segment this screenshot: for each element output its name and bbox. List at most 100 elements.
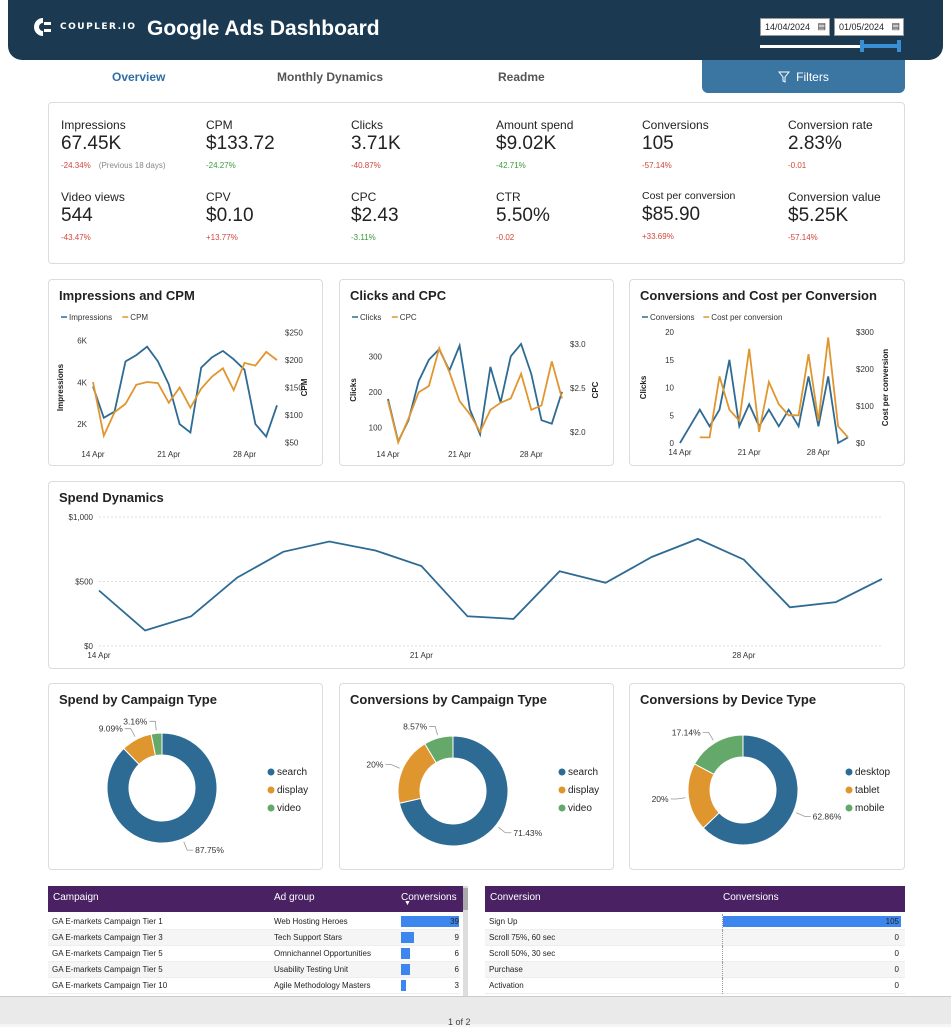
y-axis-title: Impressions [56, 363, 65, 411]
donut-slice-video[interactable] [424, 735, 454, 764]
y-tick-label: 15 [665, 356, 674, 365]
cell-conversions: 0 [894, 933, 899, 942]
kpi-label: CPV [206, 190, 231, 204]
donut-slice-search[interactable] [106, 732, 218, 844]
cell-ad-group: Agile Methodology Masters [274, 981, 371, 990]
column-header-campaign[interactable]: Campaign [53, 892, 99, 903]
spend-campaign-type-card: Spend by Campaign Type 87.75% 9.09% 3.16% s… [48, 683, 323, 870]
legend-dot [845, 804, 853, 812]
y-tick-label: 10 [665, 384, 674, 393]
slider-end-handle[interactable] [897, 40, 901, 52]
donut-slice-mobile[interactable] [693, 734, 744, 776]
column-header-conversions[interactable]: Conversions [401, 892, 457, 903]
kpi-delta-value: -43.47% [61, 233, 91, 242]
donut-slice-desktop[interactable] [702, 734, 799, 846]
y2-tick-label: $2.5 [570, 384, 586, 393]
cell-conversion: Scroll 50%, 30 sec [489, 949, 556, 958]
x-tick-label: 21 Apr [157, 450, 180, 459]
cell-conversions: 39 [450, 917, 459, 926]
date-start-input[interactable]: 14/04/2024 ▤ [760, 18, 830, 36]
impressions-cpm-card: Impressions and CPM Impressions CPM 2K 4K 6K… [48, 279, 323, 466]
kpi-delta: +13.77% [206, 233, 254, 242]
kpi-label: CPC [351, 190, 377, 204]
legend-dot [845, 768, 853, 776]
legend-label: CPM [130, 313, 148, 322]
table-row[interactable]: GA E-markets Campaign Tier 5 Usability Te… [48, 962, 460, 978]
slice-leader-line [702, 732, 714, 741]
kpi-item: Cost per conversion $85.90 +33.69% [642, 190, 735, 241]
legend-label: mobile [855, 803, 885, 814]
header-bar: COUPLER.IO Google Ads Dashboard 14/04/20… [8, 0, 943, 60]
cell-conversions: 3 [454, 981, 459, 990]
tab-bar: Overview Monthly Dynamics Readme [0, 70, 951, 90]
table-row[interactable]: GA E-markets Campaign Tier 3 Tech Support… [48, 930, 460, 946]
bar-axis [722, 930, 723, 946]
table-row[interactable]: Activation 0 [485, 978, 905, 994]
y2-tick-label: $150 [285, 384, 303, 393]
kpi-value: $2.43 [351, 205, 399, 226]
table-row[interactable]: GA E-markets Campaign Tier 5 Omnichannel … [48, 946, 460, 962]
legend-label: Conversions [650, 313, 694, 322]
kpi-delta-value: -0.02 [496, 233, 515, 242]
date-range-slider[interactable] [760, 40, 901, 52]
filters-label: Filters [796, 69, 829, 84]
tab-monthly-dynamics[interactable]: Monthly Dynamics [277, 70, 384, 84]
tab-readme[interactable]: Readme [498, 70, 545, 84]
donut-slice-search[interactable] [398, 735, 509, 847]
conversion-bar [401, 980, 406, 991]
calendar-icon[interactable]: ▤ [817, 21, 826, 31]
bar-axis [722, 962, 723, 978]
x-tick-label: 28 Apr [520, 450, 543, 459]
column-header-conversions[interactable]: Conversions [723, 892, 779, 903]
y-axis-title: Clicks [639, 375, 648, 399]
scrollbar-thumb[interactable] [463, 888, 468, 910]
y-tick-label: 20 [665, 328, 674, 337]
kpi-label: CTR [496, 190, 521, 204]
table-row[interactable]: Scroll 50%, 30 sec 0 [485, 946, 905, 962]
kpi-delta-value: -57.14% [788, 233, 818, 242]
spend-dynamics-chart: $0 $500 $1,000 14 Apr 21 Apr 28 Apr [69, 513, 883, 660]
y-tick-label: 4K [77, 378, 87, 387]
table-row[interactable]: GA E-markets Campaign Tier 10 Agile Metho… [48, 978, 460, 994]
cell-campaign: GA E-markets Campaign Tier 1 [52, 917, 163, 926]
bar-axis [722, 978, 723, 994]
kpi-value: 2.83% [788, 133, 842, 154]
y2-tick-label: $0 [856, 439, 865, 448]
conversions-device-type-card: Conversions by Device Type 62.86% 20% 17.1… [629, 683, 905, 870]
kpi-delta-value: -24.34% [61, 161, 91, 170]
slider-start-handle[interactable] [860, 40, 864, 52]
sort-desc-icon[interactable]: ▼ [404, 900, 411, 907]
calendar-icon[interactable]: ▤ [891, 21, 900, 31]
legend-label: Cost per conversion [711, 313, 782, 322]
chart-title: Conversions by Campaign Type [350, 692, 547, 707]
kpi-delta-value: -57.14% [642, 161, 672, 170]
kpi-delta: -0.01 [788, 161, 873, 170]
chart-title: Spend by Campaign Type [59, 692, 217, 707]
table-row[interactable]: GA E-markets Campaign Tier 1 Web Hosting … [48, 914, 460, 930]
y2-axis-title: Cost per conversion [881, 349, 890, 426]
y-tick-label: $500 [75, 578, 93, 587]
bar-axis [722, 914, 723, 930]
kpi-label: CPM [206, 118, 233, 132]
tab-overview[interactable]: Overview [112, 70, 166, 84]
x-tick-label: 21 Apr [448, 450, 471, 459]
column-header-ad-group[interactable]: Ad group [274, 892, 315, 903]
table-scrollbar[interactable] [463, 886, 468, 996]
donut-slice-video[interactable] [150, 732, 163, 757]
table-row[interactable]: Purchase 0 [485, 962, 905, 978]
date-end-input[interactable]: 01/05/2024 ▤ [834, 18, 904, 36]
kpi-delta-value: -24.27% [206, 161, 236, 170]
cell-conversion: Sign Up [489, 917, 518, 926]
table-row[interactable]: Scroll 75%, 60 sec 0 [485, 930, 905, 946]
y-tick-label: 100 [369, 423, 383, 432]
kpi-label: Amount spend [496, 118, 574, 132]
y2-tick-label: $250 [285, 329, 303, 338]
x-tick-label: 14 Apr [668, 448, 691, 457]
conversion-bar [723, 916, 901, 927]
slice-leader-line [670, 797, 686, 800]
table-row[interactable]: Sign Up 105 [485, 914, 905, 930]
legend-label: search [277, 767, 307, 778]
column-header-conversion[interactable]: Conversion [490, 892, 541, 903]
filters-button[interactable]: Filters [702, 60, 905, 93]
x-tick-label: 21 Apr [410, 651, 433, 660]
